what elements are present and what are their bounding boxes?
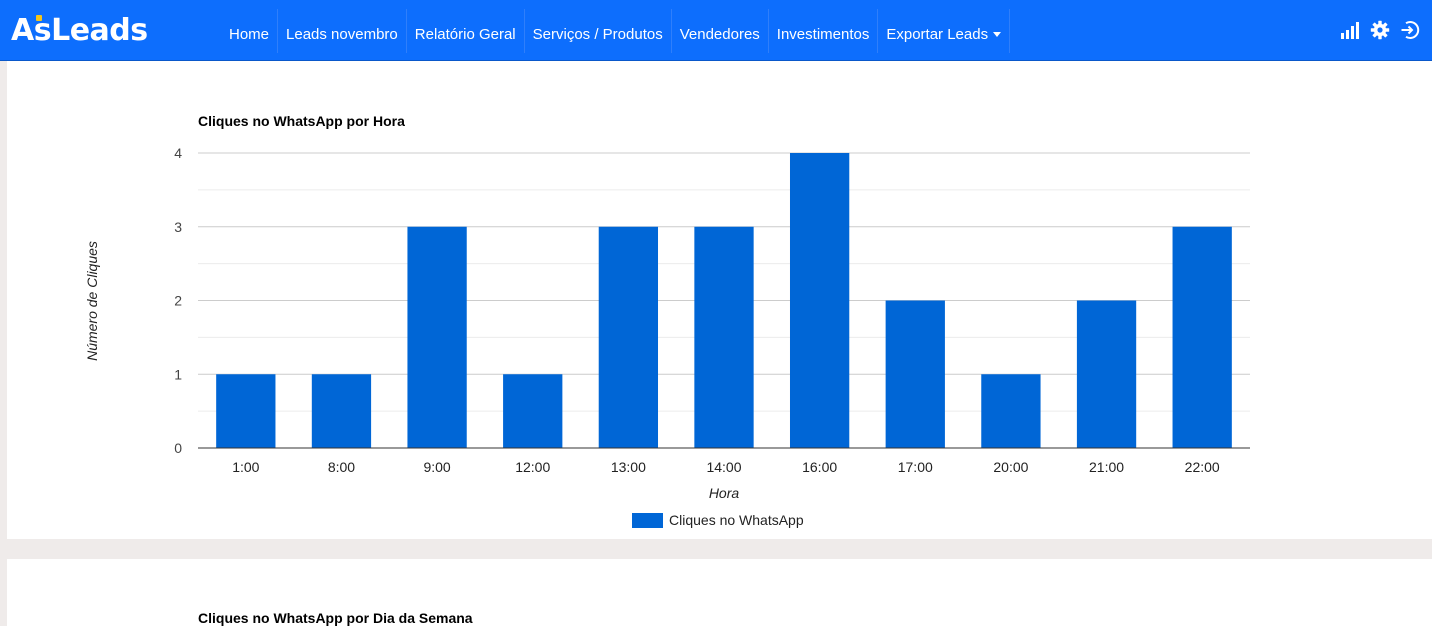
nav-item-investimentos[interactable]: Investimentos (769, 9, 879, 53)
x-tick-label: 9:00 (423, 459, 450, 475)
bar-13-00[interactable] (598, 226, 659, 448)
chart-card-por-hora: Cliques no WhatsApp por Hora 0 1 2 3 4 1:00 8:… (7, 61, 1432, 539)
y-tick-label: 0 (174, 440, 182, 456)
y-tick-label: 4 (174, 145, 182, 161)
bar-22-00[interactable] (1172, 226, 1232, 448)
nav-item-leads-novembro[interactable]: Leads novembro (278, 9, 407, 53)
x-tick-label: 13:00 (611, 459, 646, 475)
bar-20-00[interactable] (981, 374, 1041, 448)
x-tick-label: 17:00 (898, 459, 933, 475)
nav-item-exportar-leads[interactable]: Exportar Leads (878, 9, 1011, 53)
y-tick-label: 3 (174, 219, 182, 235)
legend-label: Cliques no WhatsApp (669, 512, 804, 528)
bar-9-00[interactable] (407, 226, 467, 448)
x-tick-label: 1:00 (232, 459, 259, 475)
x-tick-label: 8:00 (328, 459, 355, 475)
chevron-down-icon (993, 32, 1002, 37)
legend-swatch (632, 513, 663, 528)
bar-21-00[interactable] (1076, 300, 1137, 449)
logo-dot (36, 15, 42, 21)
y-axis-title: Número de Cliques (84, 241, 100, 361)
nav-menu: Home Leads novembro Relatório Geral Serv… (221, 9, 1011, 53)
x-tick-label: 21:00 (1089, 459, 1124, 475)
bar-16-00[interactable] (789, 153, 850, 448)
logout-icon[interactable] (1400, 20, 1420, 40)
gear-icon[interactable] (1370, 20, 1390, 40)
chart-title: Cliques no WhatsApp por Dia da Semana (198, 610, 473, 626)
nav-item-relatorio-geral[interactable]: Relatório Geral (407, 9, 525, 53)
brand-logo[interactable]: AsLeads (11, 13, 148, 48)
nav-item-home[interactable]: Home (221, 9, 279, 53)
bar-8-00[interactable] (311, 374, 372, 448)
bar-14-00[interactable] (694, 226, 754, 448)
x-tick-label: 16:00 (802, 459, 837, 475)
bar-17-00[interactable] (885, 300, 945, 449)
bar-1-00[interactable] (216, 374, 276, 448)
y-tick-label: 2 (174, 293, 182, 309)
bar-chart-cliques-por-hora: 0 1 2 3 4 1:00 8:00 9:00 12:00 13:00 14:00 16:00 17:… (84, 145, 1250, 528)
y-tick-label: 1 (174, 366, 182, 382)
x-axis-title: Hora (709, 485, 740, 501)
bar-12-00[interactable] (503, 374, 563, 448)
x-tick-label: 14:00 (706, 459, 741, 475)
nav-icons (1340, 20, 1420, 40)
nav-item-vendedores[interactable]: Vendedores (672, 9, 769, 53)
x-tick-label: 22:00 (1185, 459, 1220, 475)
top-navbar: AsLeads Home Leads novembro Relatório Ge… (0, 0, 1432, 61)
nav-item-servicos-produtos[interactable]: Serviços / Produtos (525, 9, 672, 53)
signal-icon[interactable] (1340, 20, 1360, 40)
x-tick-label: 12:00 (515, 459, 550, 475)
x-tick-label: 20:00 (993, 459, 1028, 475)
chart-title: Cliques no WhatsApp por Hora (198, 113, 405, 129)
chart-card-por-dia-semana: Cliques no WhatsApp por Dia da Semana (7, 559, 1432, 626)
